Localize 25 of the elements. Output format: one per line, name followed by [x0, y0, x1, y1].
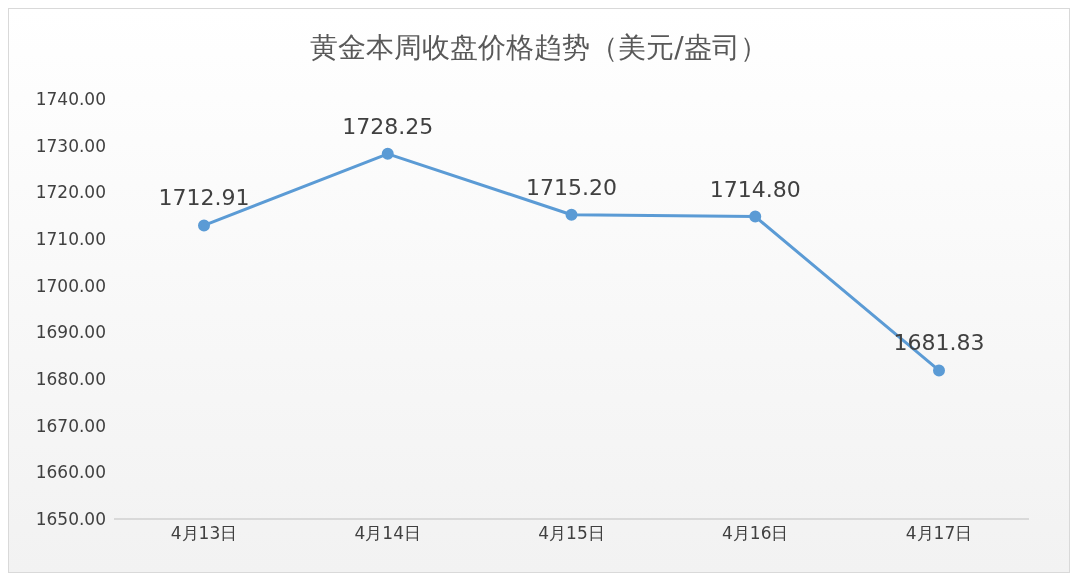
- point: [381, 147, 394, 160]
- point: [198, 219, 210, 232]
- text: 1712.91: [158, 185, 250, 211]
- y-tick-label: 1740.00: [35, 89, 106, 110]
- text: 1728.25: [342, 113, 434, 139]
- chart-title: 黄金本周收盘价格趋势（美元/盎司）: [309, 30, 769, 66]
- text: 1714.80: [709, 176, 801, 202]
- x-tick-label: 4月13日: [170, 523, 238, 544]
- y-tick-label: 1720.00: [35, 182, 106, 203]
- point: [749, 210, 762, 223]
- text: 1715.20: [526, 174, 617, 200]
- y-tick-label: 1710.00: [35, 229, 106, 250]
- y-tick-label: 1680.00: [35, 369, 106, 390]
- y-tick-label: 1700.00: [35, 275, 106, 296]
- point: [933, 364, 945, 377]
- y-tick-label: 1650.00: [35, 509, 106, 530]
- x-tick-label: 4月15日: [538, 523, 605, 544]
- x-tick-label: 4月16日: [722, 523, 789, 544]
- y-tick-label: 1670.00: [35, 415, 106, 436]
- point: [565, 208, 578, 221]
- x-tick-label: 4月17日: [905, 523, 973, 544]
- y-tick-label: 1730.00: [35, 135, 106, 156]
- x-tick-label: 4月14日: [354, 523, 421, 544]
- y-tick-label: 1690.00: [35, 322, 106, 343]
- y-tick-label: 1660.00: [35, 462, 106, 483]
